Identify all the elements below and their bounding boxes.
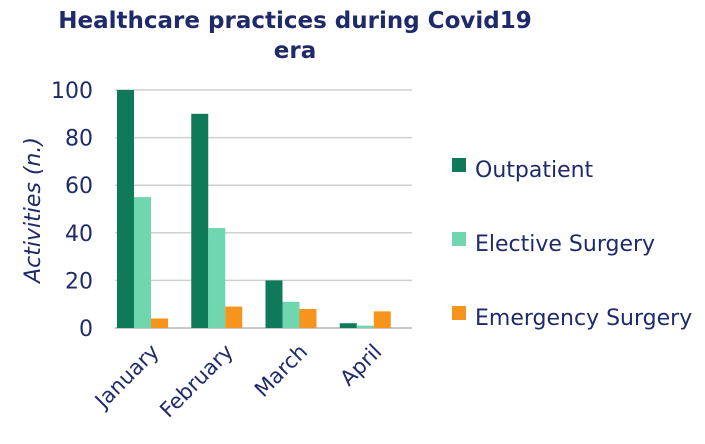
bar-outpatient-march	[265, 280, 283, 328]
bar-emergency-surgery-january	[151, 318, 168, 328]
y-tick-label: 0	[79, 317, 93, 342]
x-tick-label: April	[335, 340, 386, 391]
grid-lines	[115, 89, 412, 329]
x-tick-label: January	[89, 340, 164, 415]
chart-title: Healthcare practices during Covid19 era	[58, 8, 532, 64]
legend-swatch-outpatient	[452, 158, 466, 172]
bar-elective-surgery-march	[282, 301, 300, 328]
y-axis-label: Activities (n.)	[21, 137, 46, 285]
y-tick-label: 60	[65, 174, 93, 199]
bar-elective-surgery-january	[134, 197, 151, 328]
y-tick-label: 40	[65, 222, 93, 247]
bars	[117, 90, 391, 328]
y-tick-label: 80	[65, 127, 93, 152]
bar-elective-surgery-february	[208, 228, 226, 328]
legend-label: Outpatient	[475, 158, 594, 183]
legend: Outpatient Elective Surgery Emergency Surg…	[452, 158, 692, 331]
legend-swatch-emergency-surgery	[452, 306, 466, 320]
bar-emergency-surgery-february	[225, 306, 243, 328]
x-tick-label: February	[155, 340, 238, 423]
y-axis-ticks: 0 20 40 60 80 100	[51, 79, 93, 342]
bar-elective-surgery-april	[356, 325, 374, 328]
legend-label: Emergency Surgery	[475, 306, 692, 331]
bar-emergency-surgery-march	[299, 308, 317, 328]
x-tick-label: March	[250, 340, 312, 402]
bar-outpatient-april	[339, 323, 357, 328]
bar-emergency-surgery-april	[373, 311, 391, 328]
legend-label: Elective Surgery	[475, 232, 655, 257]
y-tick-label: 20	[65, 269, 93, 294]
bar-outpatient-january	[117, 90, 134, 328]
y-tick-label: 100	[51, 79, 93, 104]
legend-swatch-elective-surgery	[452, 232, 466, 246]
bar-outpatient-february	[191, 113, 209, 328]
